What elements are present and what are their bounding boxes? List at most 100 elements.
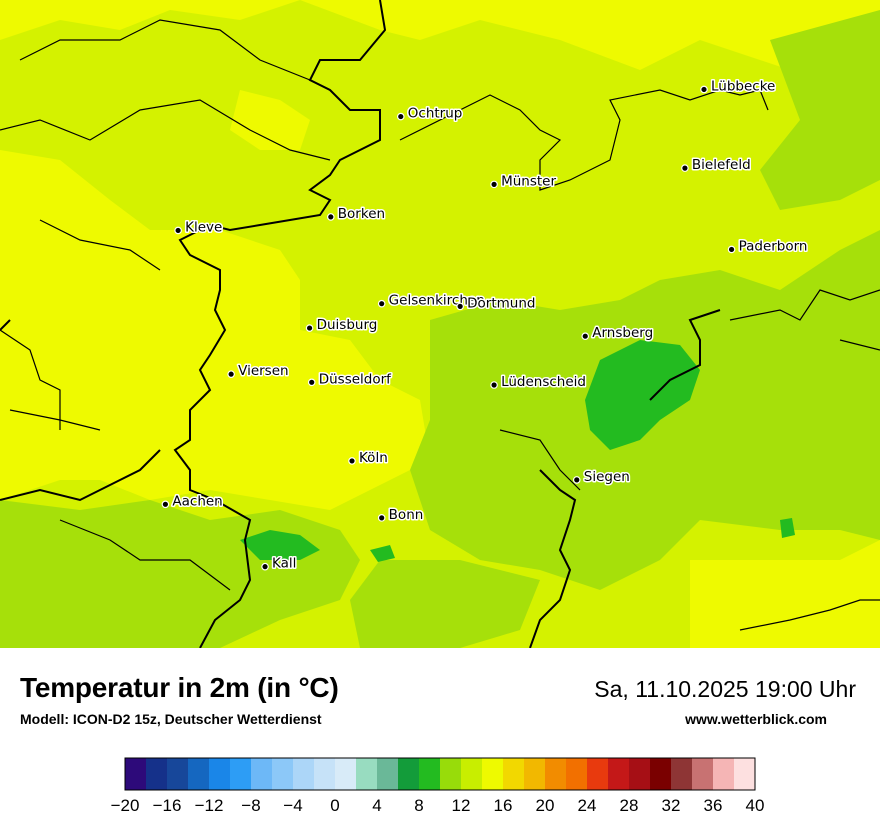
legend-swatch [734,758,756,790]
city-label: Kleve [185,219,222,235]
city-label: Siegen [584,469,630,485]
city-label: Paderborn [739,238,808,254]
city-dot [396,112,405,121]
legend-swatch [209,758,231,790]
city-kleve: Kleve [174,218,224,237]
city-lüdenscheid: Lüdenscheid [490,373,587,392]
city-dot [377,514,386,522]
legend-swatch [566,758,588,790]
legend-swatch [461,758,483,790]
legend-swatch [629,758,651,790]
temperature-map: Ochtrup Lübbecke Bielefeld Münster Borken Kle… [0,0,880,648]
city-dot [305,324,314,332]
legend-swatch [608,758,630,790]
legend-tick-label: 24 [578,796,597,815]
city-arnsberg: Arnsberg [581,324,655,343]
city-kall: Kall [261,554,298,573]
legend-swatch [167,758,189,790]
city-dot [307,378,316,387]
city-siegen: Siegen [572,467,631,486]
city-label: Düsseldorf [319,371,392,387]
city-label: Ochtrup [408,106,463,122]
city-label: Aachen [172,493,222,509]
city-dot [681,164,689,172]
city-label: Duisburg [317,317,378,333]
legend-swatch [587,758,609,790]
city-paderborn: Paderborn [727,237,809,256]
legend-swatch [545,758,567,790]
legend-tick-label: −4 [283,796,302,815]
temperature-zone-16 [690,540,880,648]
city-dortmund: Dortmund [456,294,537,313]
city-label: Münster [501,173,556,189]
temperature-zone-10 [780,518,795,538]
city-dot [490,180,498,189]
legend-tick-label: 16 [494,796,513,815]
legend-swatches [124,757,756,791]
city-dot [700,85,708,94]
city-label: Kall [272,556,296,572]
city-dot [490,381,498,389]
legend-tick-label: 0 [330,796,339,815]
city-dot [572,476,581,484]
city-aachen: Aachen [161,492,224,511]
temperature-zone-12 [760,10,880,210]
city-viersen: Viersen [227,362,290,381]
legend-swatch [293,758,315,790]
legend-swatch [650,758,672,790]
legend-border [124,757,756,791]
legend-tick-label: 20 [536,796,555,815]
city-label: Borken [338,206,385,222]
city-bonn: Bonn [377,505,425,524]
city-dot [161,500,170,509]
district-borders [0,19,880,631]
website-link[interactable]: www.wetterblick.com [685,711,827,727]
temperature-zone-10 [585,340,700,450]
color-legend: −20 −16 −12 −8 −4 0 4 8 12 16 20 24 28 32 36 40 [111,757,765,815]
legend-tick-label: −20 [111,796,140,815]
city-duisburg: Duisburg [305,316,379,335]
city-label: Viersen [238,363,288,379]
city-lübbecke: Lübbecke [700,77,777,96]
legend-swatch [419,758,441,790]
city-label: Dortmund [467,295,535,311]
city-dot [377,299,386,308]
map-canvas: Ochtrup Lübbecke Bielefeld Münster Borken Kle… [0,0,880,648]
map-footer: Temperatur in 2m (in °C) Modell: ICON-D2… [0,648,880,830]
city-dot [174,226,182,235]
legend-tick-label: 8 [414,796,423,815]
legend-swatch [398,758,420,790]
temperature-zone-16 [0,0,880,80]
legend-swatch [230,758,252,790]
legend-tick-label: −8 [241,796,260,815]
legend-tick-label: 36 [704,796,723,815]
city-münster: Münster [490,172,558,191]
map-title: Temperatur in 2m (in °C) [20,672,339,703]
temperature-zone-16 [0,150,430,510]
legend-swatch [251,758,273,790]
city-dot [581,332,590,341]
legend-tick-label: −16 [153,796,182,815]
city-köln: Köln [348,448,389,467]
city-label: Bonn [389,507,424,523]
legend-swatch [524,758,546,790]
city-label: Arnsberg [592,325,653,341]
city-ochtrup: Ochtrup [396,104,464,123]
legend-swatch [671,758,693,790]
city-dot [456,302,464,311]
city-dot [227,370,235,378]
city-bielefeld: Bielefeld [681,156,752,175]
legend-swatch [356,758,378,790]
legend-swatch [335,758,357,790]
city-borken: Borken [326,204,387,223]
temperature-zone-16 [230,90,310,150]
city-dot [326,213,335,221]
legend-swatch [713,758,735,790]
legend-swatch [692,758,714,790]
legend-swatch [146,758,168,790]
legend-swatch [188,758,210,790]
temperature-zone-12 [350,560,540,648]
forecast-datetime: Sa, 11.10.2025 19:00 Uhr [594,676,856,702]
legend-ticks: −20 −16 −12 −8 −4 0 4 8 12 16 20 24 28 32 36 40 [111,796,765,815]
city-dot [261,562,269,571]
